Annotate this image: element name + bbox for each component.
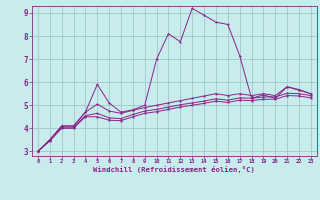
- X-axis label: Windchill (Refroidissement éolien,°C): Windchill (Refroidissement éolien,°C): [93, 166, 255, 173]
